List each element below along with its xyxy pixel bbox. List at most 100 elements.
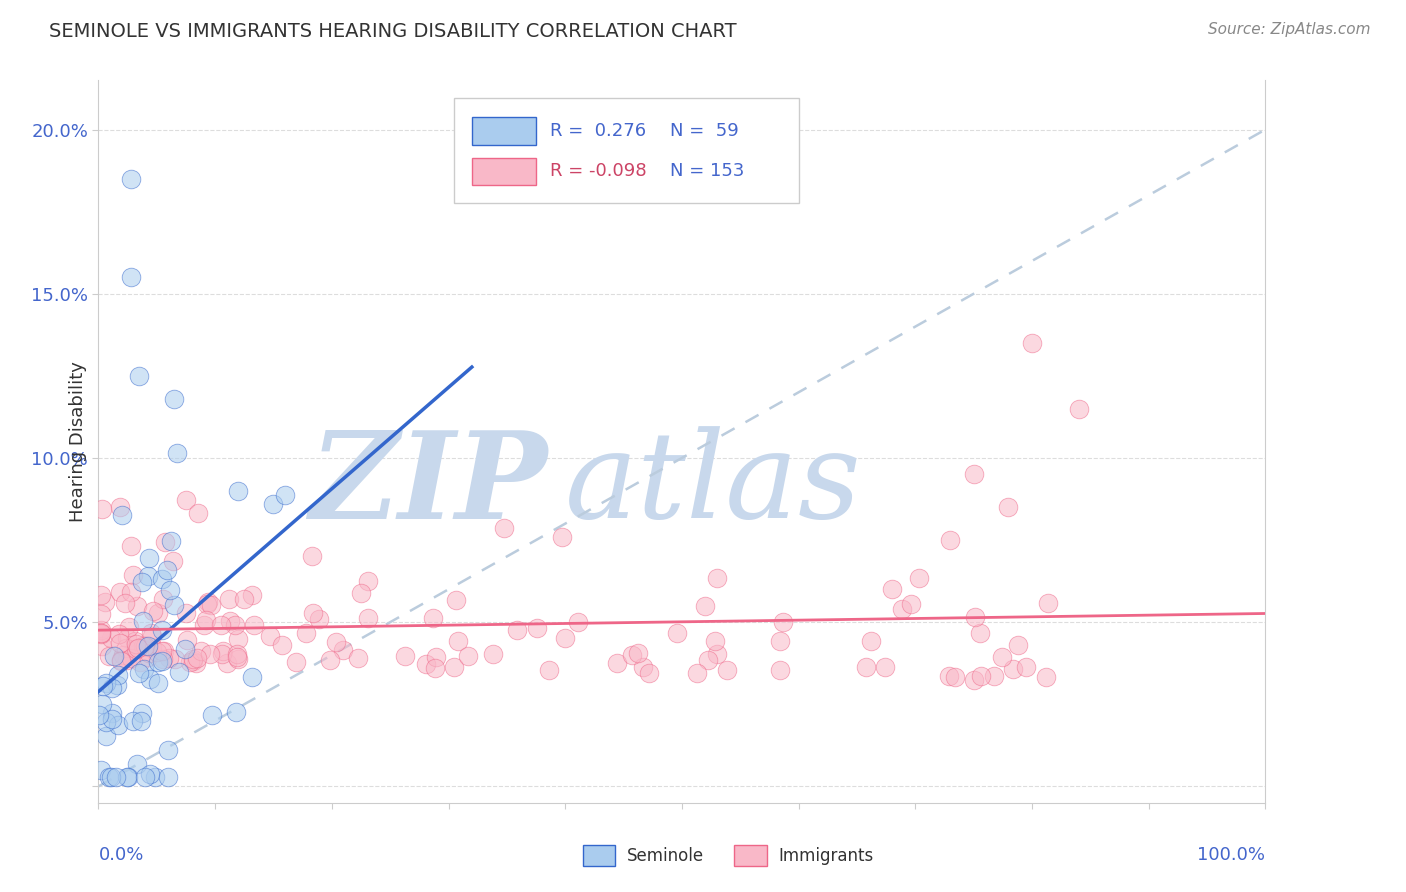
Point xyxy=(350,586,373,600)
Point xyxy=(492,521,515,535)
Point xyxy=(1021,336,1043,351)
Point xyxy=(101,712,124,726)
Point xyxy=(637,665,659,680)
Point xyxy=(107,667,129,681)
Point xyxy=(943,670,966,684)
Point xyxy=(482,647,505,661)
Point xyxy=(174,606,197,620)
Point xyxy=(90,626,112,640)
Point xyxy=(187,506,209,520)
Point xyxy=(186,656,208,670)
Point xyxy=(226,651,249,665)
Point xyxy=(240,670,263,684)
Point xyxy=(633,660,655,674)
Point xyxy=(89,708,111,723)
Point xyxy=(166,446,188,460)
Point xyxy=(153,644,176,658)
Point xyxy=(173,642,195,657)
Point xyxy=(94,714,117,729)
Point xyxy=(301,549,323,563)
Text: 100.0%: 100.0% xyxy=(1198,847,1265,864)
Point xyxy=(226,650,249,665)
Point xyxy=(163,598,186,612)
Point xyxy=(457,649,479,664)
Point xyxy=(120,539,142,553)
Point xyxy=(262,497,284,511)
Point xyxy=(128,656,150,670)
Point xyxy=(120,651,142,665)
Point xyxy=(318,653,340,667)
Point xyxy=(108,585,131,599)
Point xyxy=(138,672,160,686)
Point xyxy=(225,647,247,661)
Point xyxy=(627,646,650,660)
Point xyxy=(97,770,120,784)
Point xyxy=(128,666,150,681)
Point xyxy=(506,623,529,637)
Point xyxy=(101,706,124,721)
Point xyxy=(138,569,160,583)
Point xyxy=(997,500,1019,514)
Point xyxy=(132,615,155,629)
Point xyxy=(125,637,148,651)
Point xyxy=(153,535,176,549)
Point xyxy=(100,770,122,784)
Point xyxy=(91,679,114,693)
Point xyxy=(224,617,246,632)
Text: SEMINOLE VS IMMIGRANTS HEARING DISABILITY CORRELATION CHART: SEMINOLE VS IMMIGRANTS HEARING DISABILIT… xyxy=(49,22,737,41)
Point xyxy=(193,617,215,632)
Point xyxy=(160,534,183,549)
Point xyxy=(769,633,792,648)
Point xyxy=(114,596,136,610)
Point xyxy=(105,770,128,784)
Point xyxy=(962,467,984,482)
Point xyxy=(1001,662,1024,676)
Point xyxy=(127,640,149,655)
Point xyxy=(706,571,728,585)
Point xyxy=(115,632,138,646)
Point xyxy=(1067,401,1090,416)
Point xyxy=(90,626,112,640)
Point xyxy=(422,610,444,624)
Point xyxy=(1035,670,1057,684)
Point xyxy=(105,678,128,692)
Point xyxy=(157,650,180,665)
Point xyxy=(103,649,125,664)
Text: R = -0.098: R = -0.098 xyxy=(550,162,647,180)
FancyBboxPatch shape xyxy=(454,98,799,203)
Text: atlas: atlas xyxy=(565,426,862,543)
Point xyxy=(181,654,204,668)
Point xyxy=(134,770,156,784)
Point xyxy=(859,634,882,648)
Point xyxy=(156,770,179,784)
Point xyxy=(156,563,179,577)
Point xyxy=(100,631,122,645)
Point xyxy=(686,665,709,680)
Point xyxy=(308,612,330,626)
Point xyxy=(332,642,354,657)
Point xyxy=(1015,660,1038,674)
Point xyxy=(129,714,152,728)
Text: R =  0.276: R = 0.276 xyxy=(550,122,647,140)
Point xyxy=(146,606,169,620)
Point xyxy=(159,583,181,598)
Point xyxy=(225,705,247,719)
Point xyxy=(108,627,131,641)
Point xyxy=(176,632,198,647)
Point xyxy=(1007,638,1029,652)
Point xyxy=(120,585,142,599)
Point xyxy=(176,493,198,508)
Point xyxy=(118,620,141,634)
Point xyxy=(716,663,738,677)
Point xyxy=(772,615,794,629)
Point xyxy=(620,648,643,662)
Point xyxy=(855,660,877,674)
Point xyxy=(110,654,132,668)
Point xyxy=(190,644,212,658)
Point xyxy=(94,729,117,743)
Point xyxy=(125,642,148,657)
FancyBboxPatch shape xyxy=(472,117,536,145)
Point xyxy=(194,613,217,627)
Point xyxy=(443,659,465,673)
Point xyxy=(963,609,986,624)
